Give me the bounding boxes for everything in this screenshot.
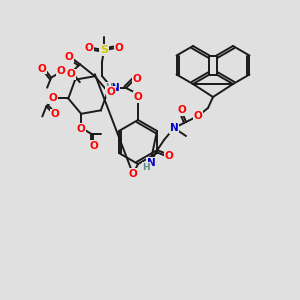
Text: O: O: [57, 66, 65, 76]
Text: O: O: [106, 86, 115, 97]
Text: O: O: [178, 105, 186, 115]
Text: O: O: [38, 64, 46, 74]
Text: S: S: [100, 45, 108, 55]
Text: N: N: [111, 83, 119, 93]
Text: N: N: [147, 158, 155, 168]
Text: O: O: [134, 92, 142, 102]
Text: N: N: [169, 123, 178, 133]
Text: O: O: [49, 94, 58, 103]
Text: O: O: [51, 110, 60, 119]
Text: O: O: [194, 111, 202, 121]
Text: O: O: [64, 52, 73, 62]
Text: O: O: [129, 169, 137, 179]
Text: O: O: [165, 151, 173, 161]
Text: O: O: [85, 43, 93, 53]
Text: O: O: [67, 69, 75, 79]
Text: O: O: [133, 74, 141, 84]
Text: O: O: [90, 141, 98, 151]
Text: H: H: [142, 163, 150, 172]
Text: H: H: [105, 82, 113, 91]
Text: O: O: [77, 124, 85, 134]
Text: O: O: [115, 43, 123, 53]
